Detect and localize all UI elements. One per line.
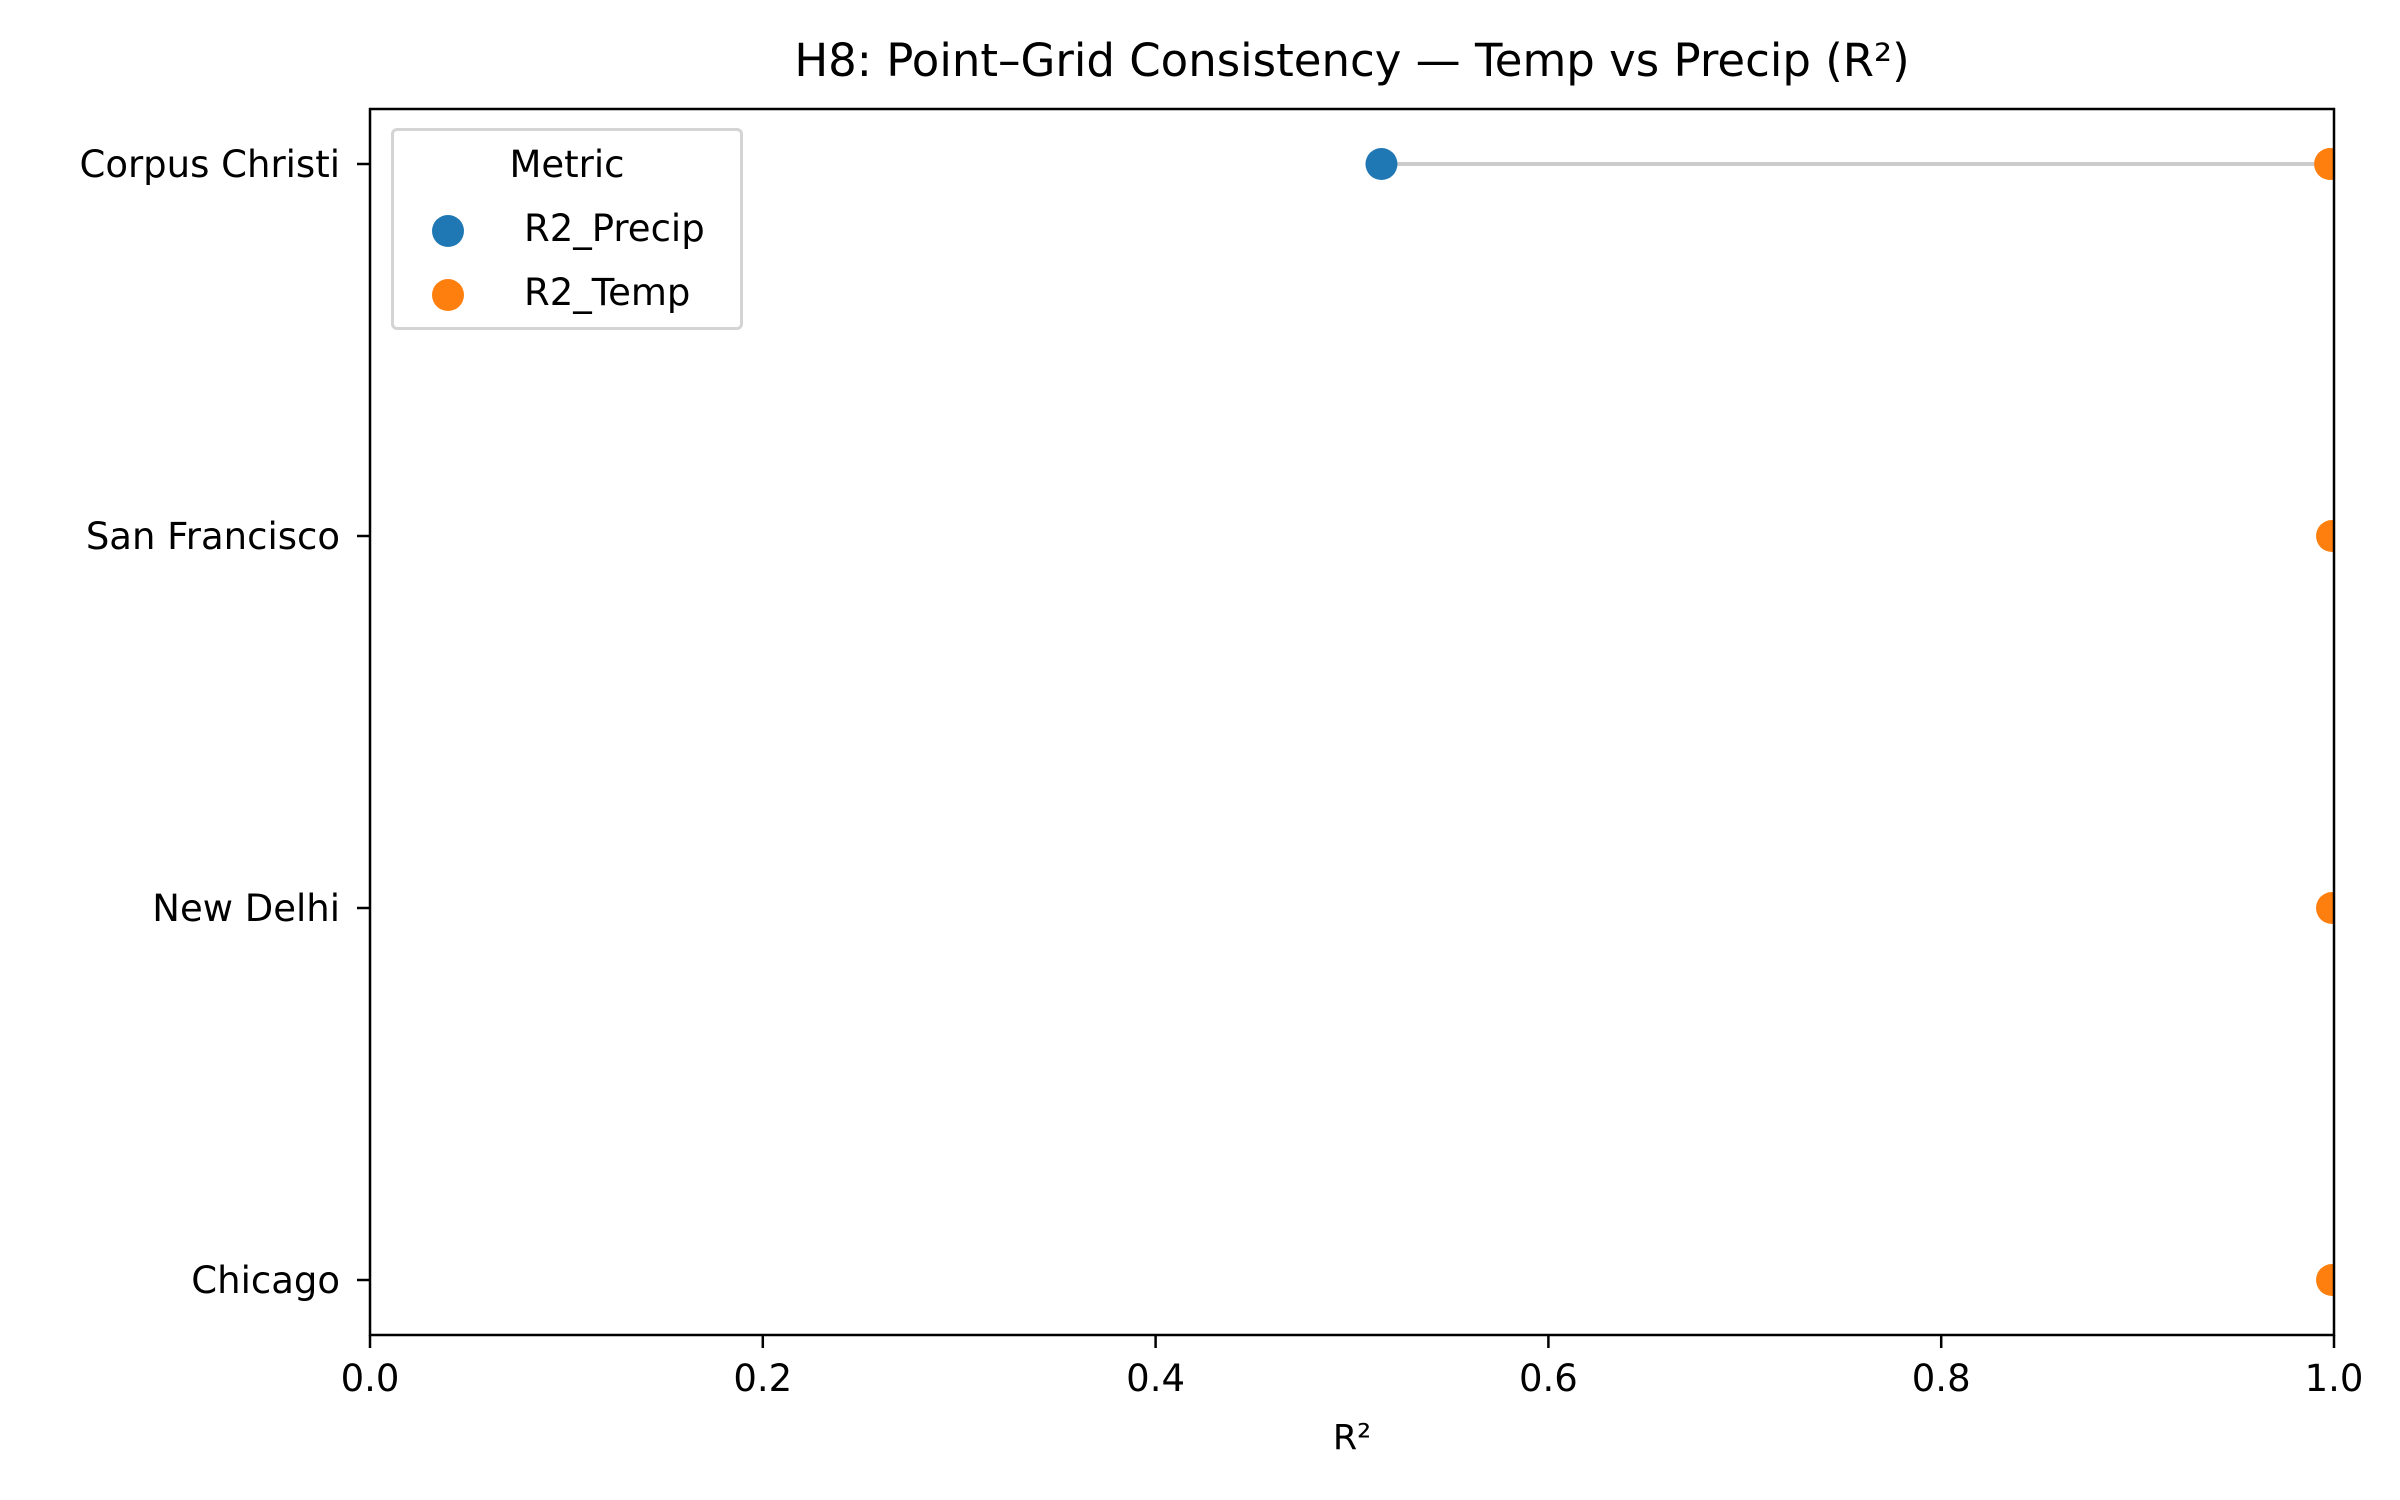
point-r2-precip-corpus-christi [1365, 148, 1398, 180]
x-tick-label-0.0: 0.0 [341, 1357, 400, 1400]
legend-marker-r2-precip [432, 215, 464, 247]
legend-marker-r2-temp [432, 279, 464, 311]
y-tick-label-chicago: Chicago [191, 1259, 340, 1302]
x-tick-label-0.4: 0.4 [1126, 1357, 1185, 1400]
legend: Metric R2_Precip R2_Temp [391, 128, 743, 330]
x-tick-label-0.8: 0.8 [1912, 1357, 1971, 1400]
x-tick-label-0.2: 0.2 [733, 1357, 792, 1400]
point-r2-temp-chicago [2316, 1264, 2334, 1296]
y-tick-label-san-francisco: San Francisco [86, 515, 340, 558]
legend-label-r2-precip: R2_Precip [524, 207, 705, 250]
legend-label-r2-temp: R2_Temp [524, 271, 691, 314]
x-tick-label-0.6: 0.6 [1519, 1357, 1578, 1400]
plot-frame [368, 107, 2336, 1337]
x-axis: 0.0 0.2 0.4 0.6 0.8 1.0 [341, 1335, 2364, 1400]
legend-item-r2-precip: R2_Precip [394, 199, 740, 259]
data-points [1365, 148, 2334, 1296]
legend-item-r2-temp: R2_Temp [394, 263, 740, 323]
legend-title: Metric [509, 143, 625, 186]
point-r2-temp-corpus-christi [2314, 148, 2334, 180]
x-axis-label: R² [1332, 1418, 1372, 1458]
x-tick-label-1.0: 1.0 [2305, 1357, 2364, 1400]
chart-title: H8: Point–Grid Consistency — Temp vs Pre… [794, 34, 1910, 87]
y-tick-label-new-delhi: New Delhi [152, 887, 340, 930]
y-axis: Corpus Christi San Francisco New Delhi Chic… [80, 143, 370, 1302]
point-r2-temp-new-delhi [2316, 892, 2334, 924]
y-tick-label-corpus-christi: Corpus Christi [80, 143, 341, 186]
point-r2-temp-san-francisco [2316, 520, 2334, 552]
